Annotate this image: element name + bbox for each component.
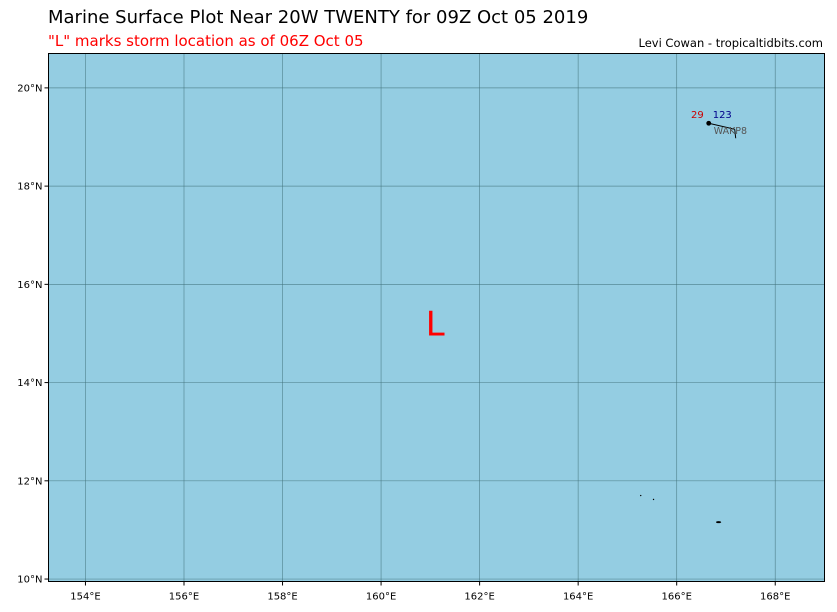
latitude-axis: 10°N 12°N 14°N 16°N 18°N 20°N — [17, 83, 49, 586]
lat-tick-label: 18°N — [17, 182, 42, 193]
islands — [640, 494, 722, 524]
ocean-background — [48, 53, 825, 582]
map-title: Marine Surface Plot Near 20W TWENTY for … — [48, 7, 589, 28]
lon-tick-label: 162°E — [464, 592, 494, 603]
lon-tick-label: 156°E — [169, 592, 199, 603]
map-subtitle: "L" marks storm location as of 06Z Oct 0… — [48, 32, 364, 50]
lon-tick-label: 154°E — [70, 592, 100, 603]
lat-tick-label: 14°N — [17, 378, 42, 389]
lon-tick-label: 166°E — [661, 592, 691, 603]
lat-tick-label: 10°N — [17, 575, 42, 586]
longitude-axis: 154°E 156°E 158°E 160°E 162°E 164°E 166°E 168°E — [70, 581, 790, 603]
wind-barb-staff — [708, 122, 735, 130]
station-plot: 29 123 WAKP8 — [691, 110, 747, 139]
lon-tick-label: 168°E — [760, 592, 790, 603]
island-shape — [652, 498, 655, 501]
station-id: WAKP8 — [714, 126, 747, 137]
graticule — [48, 53, 825, 582]
island-shape — [640, 494, 642, 497]
lat-tick-label: 16°N — [17, 280, 42, 291]
map-frame — [48, 53, 825, 582]
storm-location-marker: L — [426, 305, 445, 345]
lon-tick-label: 164°E — [563, 592, 593, 603]
lon-tick-label: 160°E — [366, 592, 396, 603]
station-temperature: 29 — [691, 110, 704, 121]
wind-barb-flag — [734, 129, 737, 139]
station-dot — [706, 120, 712, 126]
station-observations: 29 123 WAKP8 — [691, 110, 747, 139]
credit-text: Levi Cowan - tropicaltidbits.com — [638, 36, 824, 50]
lat-tick-label: 20°N — [17, 83, 42, 94]
island-shape — [716, 521, 722, 524]
lon-tick-label: 158°E — [267, 592, 297, 603]
station-pressure: 123 — [713, 110, 732, 121]
lat-tick-label: 12°N — [17, 476, 42, 487]
